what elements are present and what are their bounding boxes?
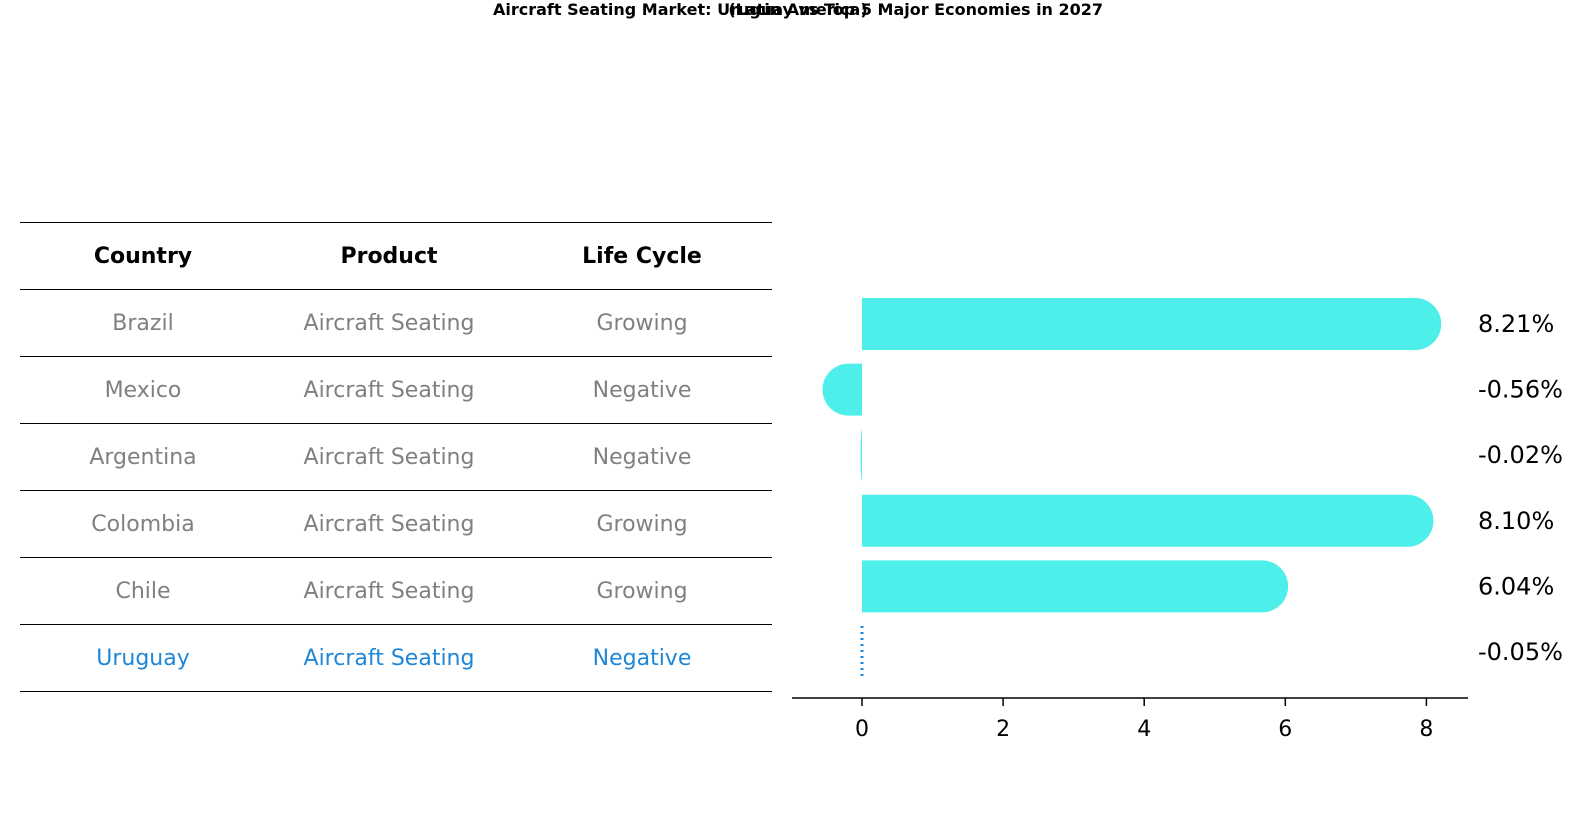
bar-value-label: 8.10% [1478, 507, 1554, 535]
x-tick-label: 0 [855, 717, 869, 742]
country-cell: Argentina [20, 423, 266, 491]
product-cell: Aircraft Seating [266, 557, 512, 625]
bar-value-label: -0.05% [1478, 638, 1563, 666]
bar-value-label: -0.02% [1478, 441, 1563, 469]
header-country: Country [20, 222, 266, 290]
bar-colombia [862, 494, 1434, 547]
table-row: Argentina Aircraft Seating Negative [20, 423, 772, 491]
country-cell: Colombia [20, 490, 266, 558]
x-tick-label: 2 [996, 717, 1010, 742]
product-cell: Aircraft Seating [266, 423, 512, 491]
bar-value-label: 6.04% [1478, 572, 1554, 600]
product-cell: Aircraft Seating [266, 624, 512, 692]
chart-title: Aircraft Seating Market: Uruguay vs Top … [492, 0, 1104, 19]
product-cell: Aircraft Seating [266, 356, 512, 424]
life-cycle-cell: Growing [512, 557, 772, 625]
table-row: Colombia Aircraft Seating Growing [20, 490, 772, 558]
life-cycle-cell: Negative [512, 423, 772, 491]
life-cycle-cell: Growing [512, 289, 772, 357]
product-cell: Aircraft Seating [266, 289, 512, 357]
table-row: Brazil Aircraft Seating Growing [20, 289, 772, 357]
life-cycle-cell: Growing [512, 490, 772, 558]
life-cycle-cell: Negative [512, 624, 772, 692]
life-cycle-cell: Negative [512, 356, 772, 424]
country-cell: Brazil [20, 289, 266, 357]
bar-argentina [860, 429, 862, 482]
bar-mexico [822, 363, 862, 416]
header-life-cycle: Life Cycle [512, 222, 772, 290]
table-header-row: Country Product Life Cycle [20, 222, 772, 290]
table-row: Chile Aircraft Seating Growing [20, 557, 772, 625]
product-cell: Aircraft Seating [266, 490, 512, 558]
table-row-highlighted: Uruguay Aircraft Seating Negative [20, 624, 772, 692]
x-tick-label: 4 [1137, 717, 1151, 742]
country-cell: Chile [20, 557, 266, 625]
bar-value-label: -0.56% [1478, 376, 1563, 404]
chart-subtitle: (Latin America) [728, 0, 868, 19]
table-row: Mexico Aircraft Seating Negative [20, 356, 772, 424]
bar-brazil [862, 298, 1442, 350]
bar-chile [862, 560, 1289, 613]
comparison-table: Country Product Life Cycle Brazil Aircra… [20, 222, 772, 692]
country-cell: Mexico [20, 356, 266, 424]
country-cell: Uruguay [20, 624, 266, 692]
x-tick-label: 6 [1278, 717, 1292, 742]
bar-value-label: 8.21% [1478, 310, 1554, 338]
header-product: Product [266, 222, 512, 290]
x-tick-label: 8 [1419, 717, 1433, 742]
